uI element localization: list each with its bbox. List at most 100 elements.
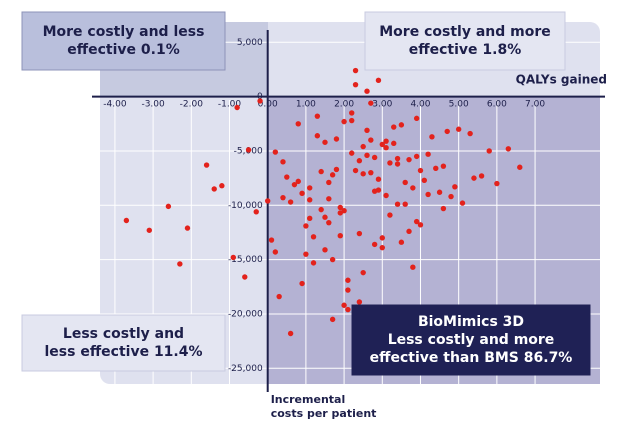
point xyxy=(391,140,397,147)
x-tick-label: 1.00 xyxy=(296,100,316,110)
point xyxy=(314,113,321,119)
point xyxy=(303,223,309,229)
y-axis-title: Incremental xyxy=(271,393,346,406)
annotation-line: BioMimics 3D xyxy=(418,314,524,330)
point xyxy=(322,139,328,145)
point xyxy=(371,154,378,161)
point xyxy=(272,149,279,155)
point xyxy=(417,167,424,174)
y-tick-label: -15,000 xyxy=(228,255,263,265)
point xyxy=(291,181,298,188)
point xyxy=(299,190,305,197)
point xyxy=(383,138,389,144)
point xyxy=(375,176,382,182)
point xyxy=(352,67,359,74)
annotation-line: less effective xyxy=(44,344,149,360)
annotation-box xyxy=(351,304,591,376)
annotation-line: More costly and more xyxy=(379,24,550,40)
annotation-text: less effective 11.4% xyxy=(44,344,202,360)
point xyxy=(184,225,191,231)
point xyxy=(402,179,408,186)
point xyxy=(284,174,290,180)
point xyxy=(360,143,366,150)
point xyxy=(375,77,382,84)
annotation-box xyxy=(21,314,226,372)
point xyxy=(440,205,447,212)
point xyxy=(459,200,466,206)
point xyxy=(394,201,401,207)
point xyxy=(245,147,252,153)
point xyxy=(272,249,279,255)
point xyxy=(329,316,336,323)
point xyxy=(371,188,378,194)
point xyxy=(360,269,366,276)
point xyxy=(345,287,351,293)
point xyxy=(253,209,259,215)
x-tick-label: 6.00 xyxy=(487,100,507,110)
point xyxy=(452,184,458,190)
x-tick-label: -3.00 xyxy=(141,100,165,110)
annotation-text: effective 1.8% xyxy=(409,42,521,58)
point xyxy=(478,173,485,179)
point xyxy=(280,159,286,165)
point xyxy=(326,219,332,226)
annotation-text: effective 0.1% xyxy=(67,42,179,58)
point xyxy=(398,239,405,245)
annotation-box xyxy=(364,11,566,71)
y-tick-label: -20,000 xyxy=(228,309,263,319)
annotation-pct: 0.1% xyxy=(141,42,180,58)
point xyxy=(333,166,340,173)
annotation-text: More costly and less xyxy=(43,24,205,40)
point xyxy=(337,204,343,211)
point xyxy=(310,260,317,266)
point xyxy=(123,217,130,224)
x-tick-label: 3.00 xyxy=(372,100,392,110)
point xyxy=(398,122,405,128)
point xyxy=(413,153,420,160)
point xyxy=(341,302,347,308)
point xyxy=(421,177,428,183)
point xyxy=(368,169,374,176)
point xyxy=(387,212,393,218)
point xyxy=(333,136,340,142)
point xyxy=(368,100,374,106)
point xyxy=(425,151,431,157)
point xyxy=(410,185,416,191)
annotation-box xyxy=(21,11,226,71)
point xyxy=(371,241,378,248)
point xyxy=(177,261,183,267)
point xyxy=(440,163,447,169)
point xyxy=(467,130,473,137)
point xyxy=(310,234,317,240)
point xyxy=(444,128,450,135)
point xyxy=(364,127,370,134)
point xyxy=(341,118,347,125)
point xyxy=(280,194,286,201)
point xyxy=(268,237,275,243)
annotation-text: More costly and more xyxy=(379,24,550,40)
point xyxy=(379,235,385,241)
annotation-text: effective than BMS 86.7% xyxy=(370,350,573,366)
y-axis-title: costs per patient xyxy=(271,407,377,420)
point xyxy=(433,165,439,172)
point xyxy=(394,155,401,162)
point xyxy=(303,251,309,257)
point xyxy=(295,178,301,185)
point xyxy=(337,233,343,239)
point xyxy=(356,158,363,164)
point xyxy=(329,256,336,263)
x-axis-title: QALYs gained xyxy=(516,73,607,87)
point xyxy=(165,203,172,210)
annotation-line: effective xyxy=(67,42,136,58)
point xyxy=(436,189,443,195)
point xyxy=(387,160,393,166)
annotation-pct: 1.8% xyxy=(482,42,521,58)
point xyxy=(448,193,454,200)
point xyxy=(486,148,492,154)
point xyxy=(287,199,294,205)
point xyxy=(494,180,500,187)
point xyxy=(429,134,435,140)
annotation-text: Less costly and xyxy=(63,326,184,342)
point xyxy=(379,141,385,148)
point xyxy=(211,186,217,192)
